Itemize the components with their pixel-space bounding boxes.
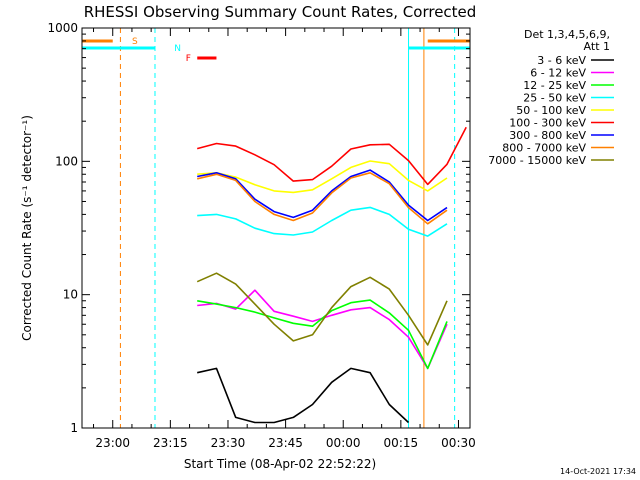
x-tick-label: 23:00: [95, 436, 130, 450]
legend-entry-label: 25 - 50 keV: [523, 92, 586, 105]
series-line-300-800-kev: [197, 169, 448, 222]
axes: 1 10 100 1000 23:00 23:15 23:30 23:45 00:00 00:15…: [47, 21, 475, 450]
y-tick-label: 100: [55, 154, 78, 168]
legend-entry-label: 7000 - 15000 keV: [488, 154, 586, 167]
series-line-50-100-kev: [197, 160, 448, 194]
flag-s-label: S: [132, 37, 138, 47]
y-tick-label: 10: [63, 288, 78, 302]
legend-entry-label: 12 - 25 keV: [523, 79, 586, 92]
x-tick-label: 00:30: [441, 436, 476, 450]
y-tick-label: 1000: [47, 21, 78, 35]
series-line-7000-15000-kev: [196, 272, 448, 346]
legend-entry-label: 300 - 800 keV: [509, 129, 586, 142]
series-line-800-7000-kev: [197, 172, 448, 225]
x-tick-label: 23:45: [268, 436, 303, 450]
series-line-3-6-kev: [197, 367, 410, 424]
legend-header-line: Att 1: [584, 40, 610, 53]
flag-f-label: F: [186, 54, 191, 64]
plot-frame: [81, 27, 471, 429]
x-axis-label: Start Time (08-Apr-02 22:52:22): [184, 457, 376, 471]
legend-entry-label: 50 - 100 keV: [516, 104, 586, 117]
x-tick-label: 23:15: [153, 436, 188, 450]
x-tick-label: 23:30: [211, 436, 246, 450]
legend-entry-label: 800 - 7000 keV: [502, 142, 586, 155]
y-axis-label: Corrected Count Rate (s⁻¹ detector⁻¹): [20, 115, 34, 341]
y-tick-label: 1: [70, 421, 78, 435]
series-line-12-25-kev: [197, 299, 448, 370]
series-line-100-300-kev: [196, 126, 467, 186]
timestamp: 14-Oct-2021 17:34: [560, 467, 636, 476]
x-tick-label: 00:15: [384, 436, 419, 450]
x-tick-label: 00:00: [326, 436, 361, 450]
chart-title: RHESSI Observing Summary Count Rates, Co…: [84, 3, 477, 21]
series-line-25-50-kev: [197, 206, 448, 237]
legend-entry-label: 6 - 12 keV: [530, 67, 586, 80]
legend-header-line: Det 1,3,4,5,6,9,: [524, 28, 610, 41]
flag-n-label: N: [174, 44, 181, 54]
plot-area: S NF: [82, 28, 470, 428]
legend-entry-label: 100 - 300 keV: [509, 117, 586, 130]
legend-entry-label: 3 - 6 keV: [537, 54, 586, 67]
